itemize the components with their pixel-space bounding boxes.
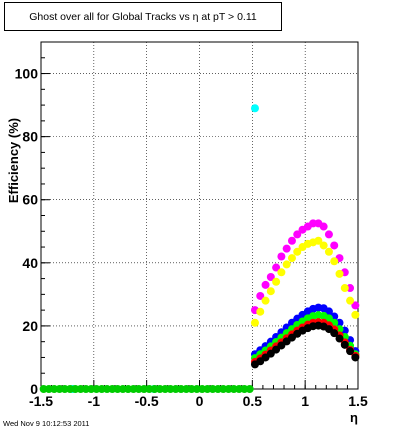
data-point [346, 347, 355, 356]
x-tick-label: 0.5 [243, 393, 263, 409]
data-point [319, 241, 328, 250]
x-tick-label: -1.5 [29, 393, 53, 409]
data-point [346, 296, 355, 305]
data-point [293, 247, 302, 256]
data-point [351, 301, 360, 310]
data-point [324, 230, 333, 239]
data-point [266, 273, 275, 282]
data-point [277, 268, 286, 277]
data-point [293, 230, 302, 239]
data-point [330, 241, 339, 250]
data-point [282, 244, 291, 253]
data-point [340, 284, 349, 293]
x-tick-label: -0.5 [135, 393, 159, 409]
data-point [287, 254, 296, 263]
y-axis-title: Efficiency (%) [6, 118, 21, 203]
data-point [351, 310, 360, 319]
y-tick-label: 20 [22, 318, 38, 334]
data-point [340, 340, 349, 349]
data-point [272, 277, 281, 286]
data-point [319, 222, 328, 231]
data-point [282, 260, 291, 269]
y-tick-label: 80 [22, 129, 38, 145]
data-point [330, 329, 339, 338]
data-point [256, 307, 265, 316]
data-point [277, 252, 286, 261]
data-point [250, 104, 259, 113]
data-point [261, 296, 270, 305]
data-point [287, 236, 296, 245]
data-point [324, 307, 333, 316]
x-tick-label: -1 [88, 393, 101, 409]
data-points [39, 104, 360, 393]
y-tick-label: 0 [30, 381, 38, 397]
chart-title: Ghost over all for Global Tracks vs η at… [4, 2, 282, 31]
data-point [324, 314, 333, 323]
x-tick-label: 1 [301, 393, 309, 409]
y-tick-label: 40 [22, 255, 38, 271]
data-point [324, 247, 333, 256]
grid [41, 42, 358, 389]
data-point [335, 269, 344, 278]
y-tick-label: 60 [22, 192, 38, 208]
data-point [335, 334, 344, 343]
data-point [250, 318, 259, 327]
data-point [266, 287, 275, 296]
x-axis-title: η [350, 410, 358, 425]
x-tick-label: 0 [196, 393, 204, 409]
data-point [314, 236, 323, 245]
x-tick-label: 1.5 [348, 393, 368, 409]
y-tick-label: 100 [15, 66, 39, 82]
data-point [245, 385, 254, 393]
data-point [330, 257, 339, 266]
tick-labels: -1.5 -1 -0.5 0 0.5 1 1.5 0 20 40 60 80 100 [15, 66, 368, 409]
timestamp: Wed Nov 9 10:12:53 2011 [3, 419, 90, 428]
data-point [261, 280, 270, 289]
data-point [256, 291, 265, 300]
data-point [272, 263, 281, 272]
data-point [351, 353, 360, 362]
